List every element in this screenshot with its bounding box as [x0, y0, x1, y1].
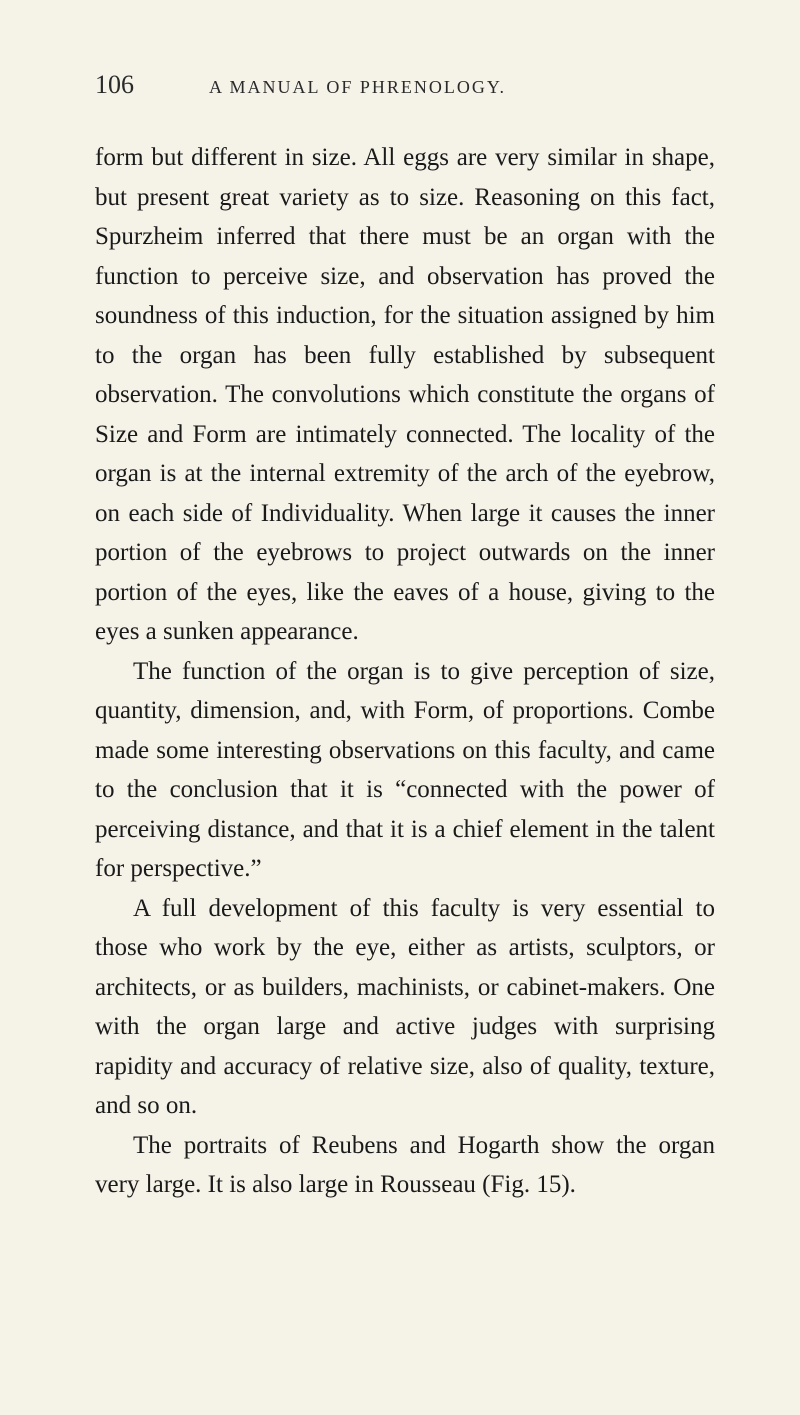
page-header: 106 A MANUAL OF PHRENOLOGY. [95, 70, 715, 100]
body-text: form but different in size. All eggs are… [95, 138, 715, 1205]
paragraph-3: A full development of this faculty is ve… [95, 889, 715, 1126]
paragraph-2: The function of the organ is to give per… [95, 652, 715, 889]
page-number: 106 [95, 70, 134, 100]
running-title: A MANUAL OF PHRENOLOGY. [209, 77, 506, 98]
paragraph-4: The portraits of Reubens and Hogarth sho… [95, 1126, 715, 1205]
paragraph-1: form but different in size. All eggs are… [95, 138, 715, 652]
